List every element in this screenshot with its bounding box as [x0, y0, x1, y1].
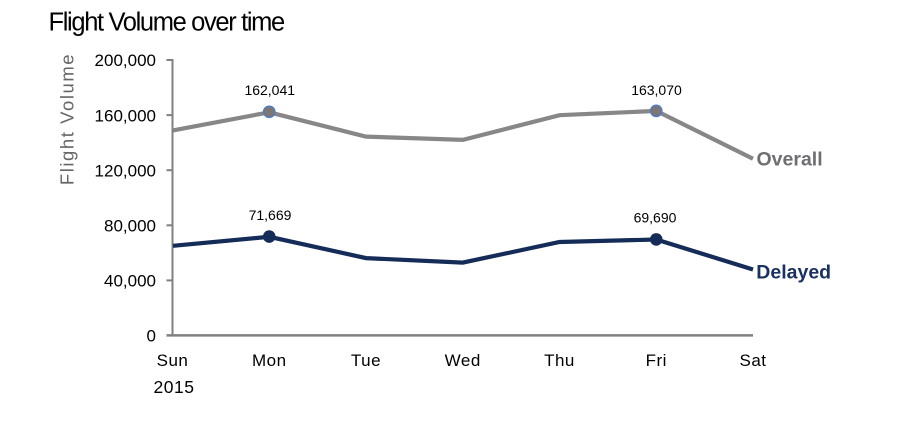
- svg-text:Tue: Tue: [351, 351, 381, 370]
- svg-text:Mon: Mon: [252, 351, 287, 370]
- svg-text:Fri: Fri: [646, 351, 667, 370]
- svg-text:160,000: 160,000: [95, 106, 156, 125]
- svg-text:71,669: 71,669: [249, 207, 292, 223]
- svg-text:Wed: Wed: [445, 351, 481, 370]
- svg-text:Flight Volume over time: Flight Volume over time: [49, 8, 286, 36]
- svg-text:40,000: 40,000: [104, 272, 156, 291]
- svg-text:Thu: Thu: [544, 351, 575, 370]
- svg-text:69,690: 69,690: [634, 209, 677, 225]
- svg-text:0: 0: [147, 327, 156, 346]
- svg-text:Sun: Sun: [157, 351, 189, 370]
- svg-text:200,000: 200,000: [95, 51, 156, 70]
- svg-text:Flight Volume: Flight Volume: [57, 53, 78, 185]
- svg-text:163,070: 163,070: [631, 82, 682, 98]
- svg-text:162,041: 162,041: [244, 82, 295, 98]
- svg-text:Sat: Sat: [739, 351, 766, 370]
- svg-text:2015: 2015: [154, 377, 195, 397]
- svg-text:Overall: Overall: [757, 149, 823, 171]
- svg-text:120,000: 120,000: [95, 161, 156, 180]
- svg-text:Delayed: Delayed: [756, 262, 831, 284]
- svg-text:80,000: 80,000: [104, 217, 156, 236]
